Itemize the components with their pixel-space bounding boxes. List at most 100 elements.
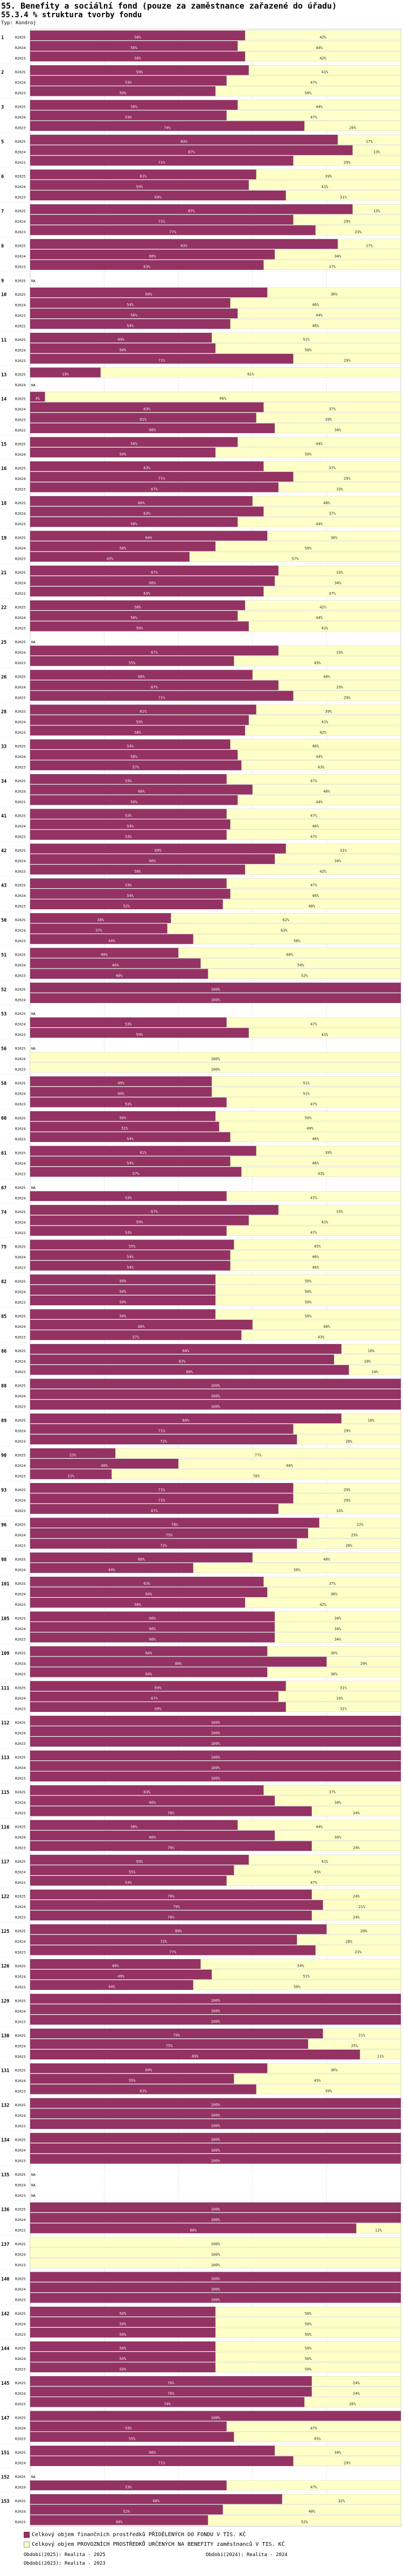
data-label-operating: 13%	[373, 209, 380, 213]
row-label: R2024	[15, 1126, 26, 1131]
data-label-operating: 46%	[312, 324, 319, 328]
data-label-operating: 47%	[310, 2485, 317, 2489]
row-label: R2025	[15, 1081, 26, 1085]
data-label-operating: 100%	[211, 1068, 221, 1072]
data-label-operating: 22%	[357, 1522, 364, 1527]
group-label: 11	[1, 338, 6, 343]
data-label-operating: 36%	[331, 535, 338, 540]
row-label: R2024	[15, 824, 26, 829]
data-label-fund: 72%	[160, 1439, 167, 1444]
data-label-fund: 50%	[120, 1279, 127, 1284]
data-label-fund: 76%	[168, 2381, 175, 2385]
bar-operating	[337, 239, 401, 249]
data-label-operating: 24%	[353, 1811, 360, 1815]
row-label: R2024	[15, 1429, 26, 1433]
data-label-operating: 42%	[319, 869, 326, 874]
bar-operating	[171, 913, 401, 923]
group-label: 58	[1, 1081, 6, 1087]
bar-operating	[215, 2307, 401, 2317]
row-label: R2024	[15, 1255, 26, 1259]
data-label-operating: 47%	[310, 834, 317, 839]
bar-operating	[215, 2362, 401, 2372]
row-label: R2025	[15, 466, 26, 470]
no-data-label: NA	[31, 640, 36, 644]
chart-subtitle: 55.3.4 % struktura tvorby fondu	[1, 11, 142, 19]
data-label-operating: 52%	[301, 974, 308, 978]
data-label-fund: 38%	[97, 918, 104, 922]
bar-operating	[263, 1785, 401, 1795]
legend-swatch-fund	[24, 2532, 30, 2538]
data-label-fund: 48%	[116, 974, 123, 978]
row-label: R2023	[15, 1777, 26, 1781]
bar-operating	[238, 100, 401, 110]
bar-operating	[230, 819, 401, 830]
group-label: 125	[1, 1929, 9, 1934]
data-label-operating: 33%	[336, 487, 343, 491]
data-label-operating: 51%	[303, 1092, 310, 1096]
bar-operating	[238, 610, 401, 621]
data-label-operating: 34%	[335, 1627, 342, 1631]
bar-operating	[238, 1820, 401, 1830]
data-label-fund: 55%	[129, 1870, 136, 1875]
data-label-fund: 100%	[211, 2218, 221, 2222]
bar-fund	[30, 2202, 401, 2212]
data-label-operating: 47%	[310, 1196, 317, 1200]
data-label-fund: 56%	[130, 522, 137, 526]
data-label-operating: 20%	[360, 1929, 367, 1933]
data-label-operating: 45%	[314, 2436, 321, 2441]
data-label-operating: 41%	[322, 720, 329, 724]
data-label-fund: 56%	[130, 800, 137, 804]
row-label: R2023	[15, 626, 26, 630]
bar-operating	[238, 41, 401, 51]
bar-operating	[245, 600, 401, 610]
data-label-fund: 63%	[143, 1582, 150, 1586]
bar-operating	[219, 1122, 401, 1132]
data-label-operating: 100%	[211, 2263, 221, 2267]
row-label: R2023	[15, 1811, 26, 1815]
bar-operating	[215, 2317, 401, 2327]
bar-operating	[167, 923, 401, 934]
period-2023: Období(2023): Realita - 2023	[24, 2561, 106, 2566]
bar-operating	[178, 948, 401, 958]
data-label-fund: 100%	[211, 2159, 221, 2163]
row-label: R2023	[15, 1509, 26, 1513]
data-label-fund: 53%	[125, 834, 132, 839]
data-label-fund: 50%	[120, 2333, 127, 2337]
data-label-operating: 29%	[344, 1488, 351, 1492]
bar-operating	[215, 541, 401, 552]
bar-operating	[248, 1215, 401, 1226]
row-label: R2023	[15, 800, 26, 804]
row-label: R2025	[15, 396, 26, 401]
row-label: R2025	[15, 848, 26, 853]
bar-fund	[30, 1994, 401, 2004]
data-label-fund: 77%	[170, 1950, 177, 1954]
data-label-operating: 46%	[312, 303, 319, 307]
group-label: 61	[1, 1151, 6, 1156]
group-label: 88	[1, 1383, 6, 1389]
bar-operating	[226, 1017, 401, 1027]
row-label: R2024	[15, 546, 26, 551]
row-label: R2023	[15, 314, 26, 318]
row-label: R2024	[15, 2392, 26, 2396]
bar-operating	[30, 1052, 401, 1062]
data-label-fund: 66%	[149, 581, 156, 585]
group-label: 152	[1, 2475, 9, 2480]
data-label-fund: 53%	[125, 779, 132, 783]
data-label-fund: 83%	[180, 244, 187, 248]
group-label: 151	[1, 2450, 9, 2456]
bar-operating	[252, 1319, 401, 1330]
row-label: R2024	[15, 46, 26, 50]
row-label: R2025	[15, 2034, 26, 2038]
data-label-operating: 17%	[366, 244, 373, 248]
data-label-operating: 44%	[316, 616, 323, 620]
bar-operating	[215, 343, 401, 353]
row-label: R2024	[15, 2486, 26, 2490]
group-label: 10	[1, 293, 6, 298]
bar-operating	[256, 169, 401, 179]
row-label: R2025	[15, 2475, 26, 2479]
row-label: R2025	[15, 1383, 26, 1388]
row-label: R2023	[15, 2228, 26, 2232]
data-label-operating: 50%	[305, 546, 312, 551]
data-label-fund: 55%	[129, 2436, 136, 2441]
bar-operating	[274, 1830, 401, 1841]
